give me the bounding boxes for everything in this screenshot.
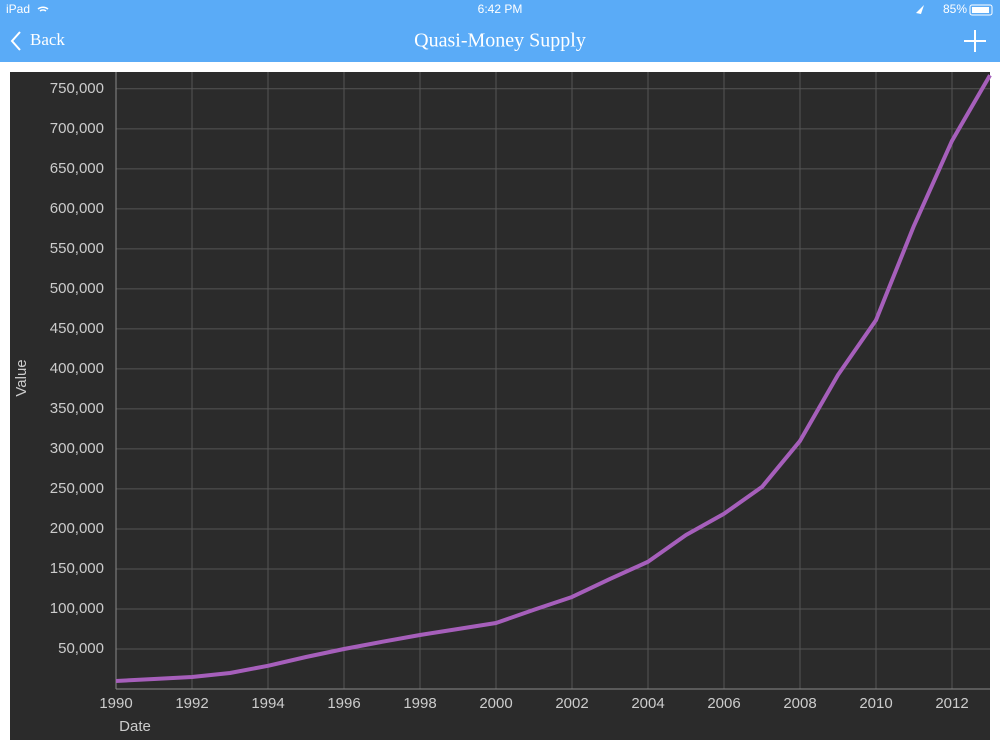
x-tick-label: 2010 bbox=[859, 695, 892, 712]
x-tick-label: 1994 bbox=[251, 695, 284, 712]
battery-icon bbox=[969, 4, 993, 16]
y-tick-label: 400,000 bbox=[50, 360, 104, 377]
x-tick-label: 1990 bbox=[99, 695, 132, 712]
chart-background bbox=[10, 72, 990, 740]
y-tick-label: 700,000 bbox=[50, 120, 104, 137]
y-tick-label: 100,000 bbox=[50, 600, 104, 617]
x-tick-label: 1992 bbox=[175, 695, 208, 712]
x-tick-label: 1998 bbox=[403, 695, 436, 712]
battery-level bbox=[972, 7, 989, 13]
y-tick-label: 200,000 bbox=[50, 520, 104, 537]
y-tick-label: 750,000 bbox=[50, 80, 104, 97]
y-axis-label: Value bbox=[13, 359, 30, 396]
y-tick-label: 250,000 bbox=[50, 480, 104, 497]
data-line bbox=[115, 74, 992, 683]
y-tick-label: 350,000 bbox=[50, 400, 104, 417]
clock: 6:42 PM bbox=[478, 2, 523, 16]
nav-title: Quasi-Money Supply bbox=[414, 30, 586, 52]
x-tick-label: 2000 bbox=[479, 695, 512, 712]
y-tick-label: 500,000 bbox=[50, 280, 104, 297]
nav-background bbox=[0, 0, 1000, 62]
x-tick-label: 2004 bbox=[631, 695, 664, 712]
location-icon bbox=[916, 5, 924, 14]
y-tick-label: 50,000 bbox=[58, 640, 104, 657]
x-tick-label: 2012 bbox=[935, 695, 968, 712]
back-chevron[interactable] bbox=[10, 31, 21, 51]
y-tick-label: 600,000 bbox=[50, 200, 104, 217]
wifi-icon bbox=[37, 6, 49, 12]
y-tick-label: 550,000 bbox=[50, 240, 104, 257]
back-label[interactable]: Back bbox=[30, 30, 65, 49]
y-tick-label: 450,000 bbox=[50, 320, 104, 337]
x-tick-label: 2008 bbox=[783, 695, 816, 712]
x-tick-label: 1996 bbox=[327, 695, 360, 712]
x-tick-label: 2006 bbox=[707, 695, 740, 712]
y-tick-label: 150,000 bbox=[50, 560, 104, 577]
x-axis-label: Date bbox=[119, 718, 151, 735]
battery-percent: 85% bbox=[943, 2, 967, 16]
add-button[interactable] bbox=[964, 30, 986, 52]
device-name: iPad bbox=[6, 2, 30, 16]
y-tick-label: 650,000 bbox=[50, 160, 104, 177]
back-button[interactable]: Back bbox=[10, 30, 65, 51]
x-tick-label: 2002 bbox=[555, 695, 588, 712]
y-tick-label: 300,000 bbox=[50, 440, 104, 457]
